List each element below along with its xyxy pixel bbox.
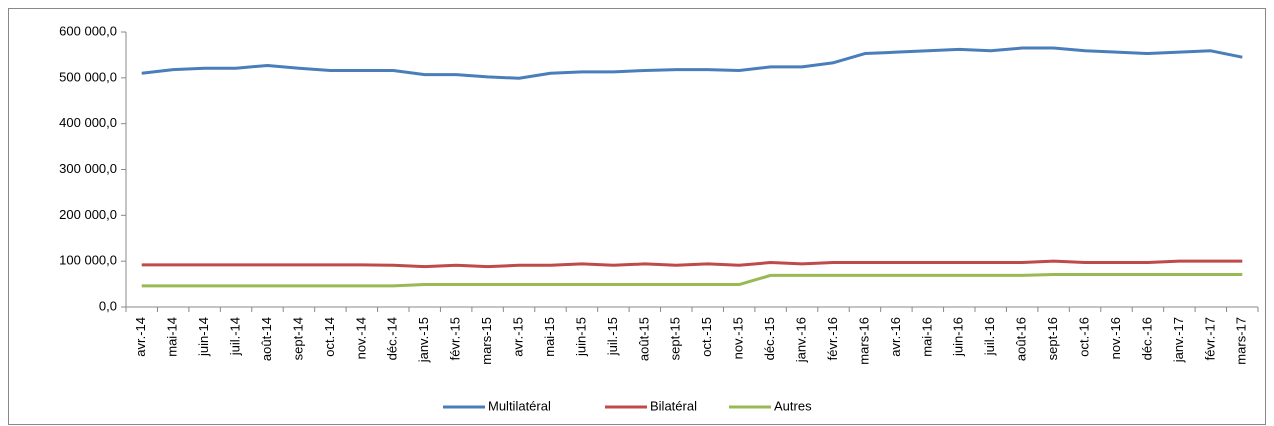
x-tick-label: févr.-15 xyxy=(448,317,463,360)
x-tick-label: janv.-16 xyxy=(793,317,808,363)
x-tick-label: avr.-15 xyxy=(510,317,525,357)
x-tick-label: nov.-16 xyxy=(1108,317,1123,359)
x-tick-label: nov.-15 xyxy=(731,317,746,359)
x-tick-label: juin-14 xyxy=(196,317,211,357)
x-tick-label: déc.-15 xyxy=(762,317,777,360)
x-tick-label: mai-14 xyxy=(165,317,180,357)
x-tick-label: juil.-14 xyxy=(227,317,242,356)
x-tick-label: janv.-15 xyxy=(416,317,431,363)
series-line xyxy=(141,272,1243,288)
x-tick-label: mai-16 xyxy=(919,317,934,357)
x-tick-label: déc.-16 xyxy=(1139,317,1154,360)
x-tick-label: déc.-14 xyxy=(385,317,400,360)
x-tick-label: févr.-17 xyxy=(1202,317,1217,360)
y-tick-label: 200 000,0 xyxy=(59,207,117,222)
legend-label: Multilatéral xyxy=(488,398,551,413)
legend-label: Bilatéral xyxy=(650,398,697,413)
x-tick-label: mars-15 xyxy=(479,317,494,365)
x-tick-label: juin-16 xyxy=(951,317,966,357)
x-tick-label: août-14 xyxy=(259,317,274,361)
x-tick-label: juil.-16 xyxy=(982,317,997,356)
x-tick-label: sept-15 xyxy=(668,317,683,360)
x-tick-label: janv.-17 xyxy=(1171,317,1186,363)
x-tick-label: nov.-14 xyxy=(353,317,368,359)
x-tick-label: mars-16 xyxy=(856,317,871,365)
x-tick-label: oct.-15 xyxy=(699,317,714,357)
x-tick-label: juin-15 xyxy=(573,317,588,357)
x-tick-label: oct.-14 xyxy=(322,317,337,357)
y-tick-label: 0,0 xyxy=(99,298,117,313)
y-tick-label: 300 000,0 xyxy=(59,161,117,176)
y-tick-label: 600 000,0 xyxy=(59,23,117,38)
y-tick-label: 500 000,0 xyxy=(59,69,117,84)
y-tick-label: 400 000,0 xyxy=(59,115,117,130)
x-tick-label: sept-16 xyxy=(1045,317,1060,360)
x-tick-label: févr.-16 xyxy=(825,317,840,360)
chart-border xyxy=(8,8,1266,425)
x-tick-label: mars-17 xyxy=(1234,317,1249,365)
x-tick-label: sept-14 xyxy=(290,317,305,360)
x-tick-label: avr.-16 xyxy=(888,317,903,357)
series-line xyxy=(141,259,1243,269)
x-tick-label: oct.-16 xyxy=(1076,317,1091,357)
x-tick-label: avr.-14 xyxy=(133,317,148,357)
y-tick-label: 100 000,0 xyxy=(59,253,117,268)
series-line xyxy=(141,46,1243,80)
x-tick-label: mai-15 xyxy=(542,317,557,357)
x-tick-label: août-15 xyxy=(636,317,651,361)
x-tick-label: juil.-15 xyxy=(605,317,620,356)
legend-label: Autres xyxy=(774,398,812,413)
x-tick-label: août-16 xyxy=(1014,317,1029,361)
